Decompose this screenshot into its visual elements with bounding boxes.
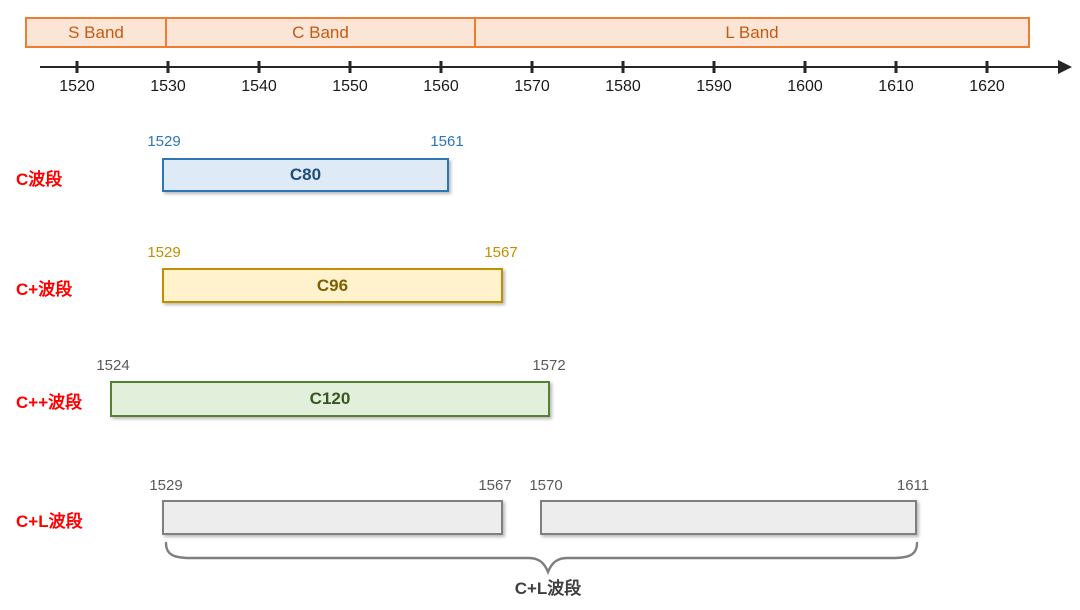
row-label-c-plus-band: C+波段 — [16, 280, 73, 299]
band-segment-l: L Band — [474, 19, 1028, 46]
bar-end-value: 1567 — [478, 477, 512, 494]
axis-tick — [621, 61, 625, 73]
axis-tick — [712, 61, 716, 73]
band-segment-label: C Band — [292, 22, 349, 42]
axis-tick — [894, 61, 898, 73]
band-segment-label: L Band — [725, 22, 779, 42]
bar-end-value: 1561 — [430, 133, 464, 150]
row-label-c-plus-plus-band: C++波段 — [16, 393, 83, 412]
axis-tick — [439, 61, 443, 73]
bar-c96-label: C96 — [316, 275, 349, 295]
axis-tick — [75, 61, 79, 73]
bar-start-value: 1524 — [96, 357, 130, 374]
row-label-c-band: C波段 — [16, 170, 63, 189]
bar-end-value: 1572 — [532, 357, 566, 374]
axis-tick-label: 1570 — [514, 78, 550, 95]
axis-tick-label: 1600 — [787, 78, 823, 95]
axis-tick — [348, 61, 352, 73]
axis-tick-label: 1610 — [878, 78, 914, 95]
bar-c80: C80 — [162, 158, 449, 192]
axis-tick-label: 1580 — [605, 78, 641, 95]
bar-c-plus-l-first — [162, 500, 503, 535]
axis-tick — [166, 61, 170, 73]
brace-caption: C+L波段 — [514, 579, 582, 598]
axis-tick-label: 1560 — [423, 78, 459, 95]
bar-start-value: 1529 — [147, 133, 181, 150]
axis-tick — [985, 61, 989, 73]
axis-tick-label: 1550 — [332, 78, 368, 95]
axis-tick — [257, 61, 261, 73]
axis-tick — [803, 61, 807, 73]
band-bar: S Band C Band L Band — [25, 17, 1030, 48]
axis-tick-label: 1620 — [969, 78, 1005, 95]
bar-c96: C96 — [162, 268, 503, 303]
bar-c80-label: C80 — [289, 165, 322, 184]
bar-end-value: 1611 — [896, 477, 930, 494]
curly-brace — [164, 541, 919, 576]
axis-tick-label: 1540 — [241, 78, 277, 95]
bar-c120: C120 — [110, 381, 550, 417]
axis-tick — [530, 61, 534, 73]
bar-start-value: 1570 — [529, 477, 563, 494]
bar-c120-label: C120 — [309, 389, 351, 408]
axis-tick-label: 1590 — [696, 78, 732, 95]
band-segment-s: S Band — [27, 19, 165, 46]
axis-arrow-icon — [1058, 60, 1072, 74]
bar-start-value: 1529 — [149, 477, 183, 494]
bar-end-value: 1567 — [484, 244, 518, 261]
row-label-c-plus-l-band: C+L波段 — [16, 512, 83, 531]
band-segment-c: C Band — [165, 19, 474, 46]
band-segment-label: S Band — [68, 22, 124, 42]
axis-line — [40, 66, 1060, 68]
bar-start-value: 1529 — [147, 244, 181, 261]
axis-tick-label: 1530 — [150, 78, 186, 95]
axis-tick-label: 1520 — [59, 78, 95, 95]
bar-c-plus-l-second — [540, 500, 917, 535]
